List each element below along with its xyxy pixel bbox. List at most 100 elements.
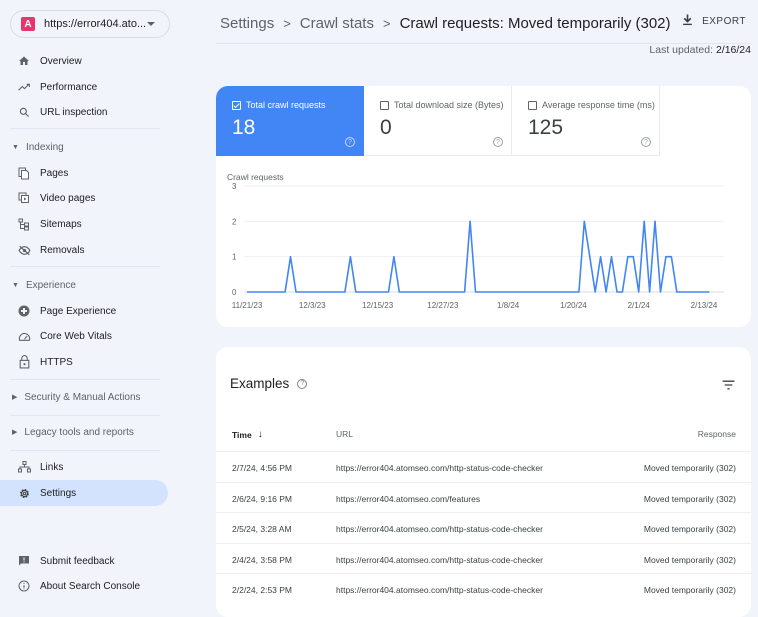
- svg-text:12/15/23: 12/15/23: [362, 301, 394, 310]
- divider: [10, 266, 160, 267]
- sidebar-item-overview[interactable]: Overview: [0, 48, 168, 74]
- help-icon[interactable]: ?: [493, 137, 503, 147]
- column-label: Time: [232, 429, 252, 440]
- sitemap-icon: [17, 217, 31, 231]
- cell-time: 2/4/24, 3:58 PM: [232, 554, 293, 565]
- export-button[interactable]: EXPORT: [682, 14, 746, 29]
- chevron-down-icon: [147, 22, 155, 26]
- sidebar-item-label: About Search Console: [40, 580, 141, 592]
- metric-total-download-size[interactable]: Total download size (Bytes) 0 ?: [364, 86, 512, 156]
- section-security[interactable]: ▶ Security & Manual Actions: [0, 387, 168, 407]
- cell-response: Moved temporarily (302): [643, 524, 736, 534]
- property-url: https://error404.ato...: [44, 18, 147, 30]
- svg-text:2/1/24: 2/1/24: [628, 301, 651, 310]
- breadcrumb-separator: >: [382, 16, 391, 31]
- cell-time: 2/7/24, 4:56 PM: [232, 463, 293, 473]
- cell-response: Moved temporarily (302): [643, 463, 736, 473]
- cell-url: https://error404.atomseo.com/http-status…: [336, 585, 543, 595]
- links-icon: [17, 460, 31, 474]
- sidebar-item-label: Page Experience: [40, 305, 117, 317]
- cell-response: Moved temporarily (302): [643, 585, 736, 595]
- sidebar-item-label: URL inspection: [40, 106, 108, 118]
- cell-url: https://error404.atomseo.com/http-status…: [336, 524, 543, 534]
- collapse-caret-icon: ▼: [12, 281, 19, 289]
- sidebar-item-label: Pages: [40, 167, 69, 179]
- help-icon[interactable]: ?: [641, 137, 651, 147]
- gear-icon: [17, 486, 31, 500]
- cell-response: Moved temporarily (302): [643, 554, 736, 565]
- sidebar-item-removals[interactable]: Removals: [0, 237, 168, 263]
- section-legacy[interactable]: ▶ Legacy tools and reports: [0, 422, 168, 442]
- lock-icon: [17, 355, 31, 369]
- cell-url: https://error404.atomseo.com/features: [336, 493, 481, 504]
- cell-time: 2/2/24, 2:53 PM: [232, 585, 293, 595]
- section-experience[interactable]: ▼ Experience: [0, 275, 168, 295]
- svg-text:11/21/23: 11/21/23: [232, 301, 263, 310]
- cell-url: https://error404.atomseo.com/http-status…: [336, 554, 543, 565]
- property-selector[interactable]: A https://error404.ato...: [10, 10, 170, 38]
- trending-up-icon: [17, 80, 31, 94]
- svg-text:2: 2: [232, 217, 237, 226]
- sidebar-item-page-experience[interactable]: Page Experience: [0, 298, 168, 324]
- metric-label: Total download size (Bytes): [394, 100, 504, 110]
- divider: [10, 450, 160, 451]
- svg-text:0: 0: [232, 288, 237, 297]
- sidebar-item-video-pages[interactable]: Video pages: [0, 185, 168, 211]
- sidebar-item-core-web-vitals[interactable]: Core Web Vitals: [0, 323, 168, 349]
- sidebar-item-label: Core Web Vitals: [40, 330, 112, 342]
- expand-caret-icon: ▶: [12, 394, 18, 401]
- section-indexing[interactable]: ▼ Indexing: [0, 137, 168, 157]
- property-logo-icon: A: [21, 17, 35, 31]
- breadcrumb-crawl-stats[interactable]: Crawl stats: [299, 15, 374, 32]
- sidebar-item-label: Removals: [40, 244, 85, 256]
- svg-text:3: 3: [232, 182, 237, 191]
- sidebar-item-links[interactable]: Links: [0, 454, 168, 480]
- sidebar-item-performance[interactable]: Performance: [0, 74, 168, 100]
- divider: [216, 43, 751, 44]
- checkbox-icon[interactable]: [380, 100, 389, 110]
- metric-label: Average response time (ms): [542, 100, 655, 110]
- crawl-requests-chart[interactable]: 0 1 2 3 11/21/23 12/3/23 12/15/23 12/27/23 1/8/2…: [216, 181, 751, 316]
- download-icon: [682, 14, 693, 29]
- sidebar-item-sitemaps[interactable]: Sitemaps: [0, 211, 168, 237]
- metric-average-response-time[interactable]: Average response time (ms) 125 ?: [512, 86, 660, 156]
- sidebar-item-https[interactable]: HTTPS: [0, 349, 168, 375]
- table-row[interactable]: 2/4/24, 3:58 PM https://error404.atomseo.…: [216, 542, 751, 573]
- table-row[interactable]: 2/7/24, 4:56 PM https://error404.atomseo.…: [216, 451, 751, 481]
- metric-total-crawl-requests[interactable]: Total crawl requests 18 ?: [216, 86, 364, 156]
- sidebar-item-submit-feedback[interactable]: Submit feedback: [0, 548, 168, 574]
- checkbox-checked-icon[interactable]: [232, 100, 241, 110]
- section-label: Security & Manual Actions: [24, 391, 141, 403]
- cell-response: Moved temporarily (302): [643, 493, 736, 504]
- table-row[interactable]: 2/2/24, 2:53 PM https://error404.atomseo.…: [216, 573, 751, 603]
- sidebar-item-url-inspection[interactable]: URL inspection: [0, 99, 168, 125]
- help-icon[interactable]: ?: [297, 378, 308, 389]
- divider: [10, 415, 160, 416]
- divider: [10, 128, 160, 129]
- cell-url: https://error404.atomseo.com/http-status…: [336, 463, 543, 473]
- sidebar-item-label: Sitemaps: [40, 218, 82, 230]
- metric-value: 0: [380, 116, 392, 139]
- table-row[interactable]: 2/6/24, 9:16 PM https://error404.atomseo.…: [216, 481, 751, 512]
- sort-down-arrow-icon: ↓: [257, 429, 263, 440]
- chart-title: Crawl requests: [227, 172, 284, 182]
- sidebar: A https://error404.ato... Overview Perfo…: [0, 0, 175, 614]
- sidebar-item-settings[interactable]: Settings: [0, 480, 168, 506]
- expand-caret-icon: ▶: [12, 429, 18, 436]
- section-label: Experience: [25, 279, 76, 291]
- breadcrumb-settings[interactable]: Settings: [220, 15, 275, 32]
- help-icon[interactable]: ?: [345, 137, 355, 147]
- sidebar-item-label: Video pages: [40, 192, 96, 204]
- checkbox-icon[interactable]: [528, 100, 537, 110]
- column-header-time[interactable]: Time ↓: [232, 429, 263, 440]
- sidebar-item-about[interactable]: About Search Console: [0, 573, 168, 599]
- column-header-response[interactable]: Response: [697, 429, 736, 439]
- plus-circle-icon: [17, 304, 31, 318]
- filter-icon[interactable]: [722, 377, 735, 395]
- svg-text:12/3/23: 12/3/23: [299, 301, 326, 310]
- sidebar-item-pages[interactable]: Pages: [0, 160, 168, 186]
- section-label: Indexing: [25, 141, 64, 153]
- divider: [10, 379, 160, 380]
- column-header-url[interactable]: URL: [336, 429, 354, 439]
- table-row[interactable]: 2/5/24, 3:28 AM https://error404.atomseo.…: [216, 512, 751, 542]
